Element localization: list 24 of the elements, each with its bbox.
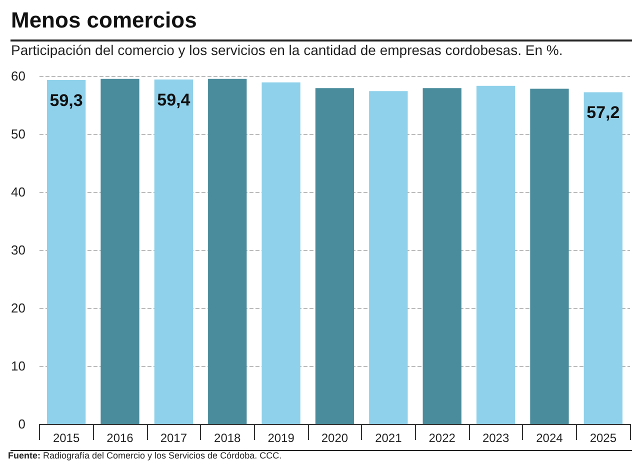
x-tick-label: 2016 (106, 431, 134, 445)
y-tick-label: 40 (10, 184, 26, 200)
x-tick-label: 2021 (375, 431, 402, 445)
data-label: 59,3 (50, 91, 83, 110)
y-tick-label: 20 (10, 300, 26, 316)
x-tick-label: 2018 (214, 431, 242, 445)
data-label: 57,2 (586, 103, 620, 122)
y-tick-label: 0 (18, 416, 26, 432)
data-label: 59,4 (157, 90, 191, 110)
chart-title: Menos comercios (11, 8, 197, 32)
x-tick-label: 2020 (321, 431, 348, 445)
y-tick-label: 10 (10, 358, 26, 374)
x-tick-label: 2017 (160, 431, 188, 445)
chart-subtitle: Participación del comercio y los servicios en la cantidad de empresas cordobesas. En %. (11, 42, 563, 58)
y-tick-label: 30 (10, 242, 26, 258)
y-tick-label: 50 (10, 126, 26, 142)
x-tick-label: 2023 (482, 431, 510, 445)
x-tick-label: 2015 (52, 431, 80, 445)
x-tick-label: 2019 (268, 431, 295, 445)
x-tick-label: 2024 (536, 431, 564, 445)
source-note: Fuente: Radiografía del Comercio y los Servicios de Córdoba. CCC. (8, 450, 282, 460)
x-tick-label: 2025 (590, 431, 617, 445)
x-tick-label: 2022 (428, 431, 456, 445)
y-tick-label: 60 (10, 68, 26, 84)
